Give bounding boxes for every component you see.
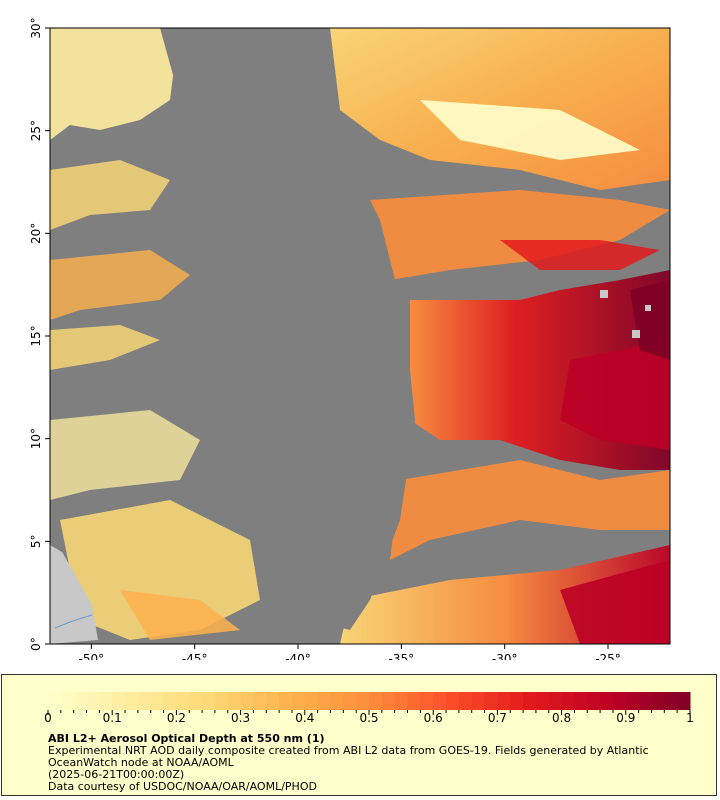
colorbar-swatch	[253, 692, 267, 710]
aod-south-field	[340, 460, 670, 644]
lat-tick-label: 10°	[29, 428, 43, 449]
land-south-america	[50, 545, 98, 644]
aod-west-field	[50, 28, 260, 640]
colorbar-swatch	[369, 692, 383, 710]
colorbar-swatch	[99, 692, 113, 710]
colorbar-swatch	[150, 692, 165, 710]
colorbar-tick-label: 0.5	[359, 711, 378, 725]
lon-tick-label: -25°	[595, 652, 621, 660]
lat-tick-label: 20°	[29, 223, 43, 244]
colorbar-swatch	[227, 692, 242, 710]
longitude-axis: -50° -45° -40° -35° -30° -25°	[79, 644, 621, 660]
colorbar-swatch	[343, 692, 357, 710]
lon-tick-label: -35°	[389, 652, 415, 660]
colorbar-swatch	[523, 692, 537, 710]
colorbar-swatch	[137, 692, 152, 710]
colorbar-swatch	[497, 692, 511, 710]
lat-tick-label: 30°	[29, 17, 43, 38]
caption-credit: Data courtesy of USDOC/NOAA/OAR/AOML/PHO…	[48, 780, 317, 793]
colorbar-swatch	[48, 692, 62, 710]
caption: ABI L2+ Aerosol Optical Depth at 550 nm …	[48, 733, 708, 793]
caption-date: (2025-06-21T00:00:00Z)	[48, 768, 185, 781]
colorbar-swatch	[625, 692, 640, 710]
colorbar-swatch	[574, 692, 588, 710]
colorbar-swatch	[677, 692, 691, 710]
colorbar-swatch	[279, 692, 293, 710]
colorbar-tick-label: 0.6	[424, 711, 443, 725]
aod-map: -50° -45° -40° -35° -30° -25° 0° 5° 10° 15° 20° 25…	[29, 17, 671, 660]
colorbar-swatch	[163, 692, 177, 710]
caption-title: ABI L2+ Aerosol Optical Depth at 550 nm …	[48, 732, 325, 745]
colorbar-swatch	[86, 692, 100, 710]
colorbar-swatch	[189, 692, 203, 710]
colorbar-swatch	[291, 692, 306, 710]
colorbar-swatch	[125, 692, 139, 710]
colorbar-swatch	[471, 692, 486, 710]
colorbar-swatch	[535, 692, 550, 710]
colorbar-tick-label: 0.3	[231, 711, 250, 725]
latitude-axis: 0° 5° 10° 15° 20° 25° 30°	[29, 17, 50, 651]
colorbar-tick-label: 0	[44, 711, 52, 725]
lon-tick-label: -40°	[285, 652, 311, 660]
caption-description: Experimental NRT AOD daily composite cre…	[48, 744, 649, 769]
colorbar-tick-label: 0.2	[167, 711, 186, 725]
lon-tick-label: -50°	[79, 652, 105, 660]
colorbar-swatch	[73, 692, 88, 710]
colorbar-swatch	[202, 692, 216, 710]
colorbar-swatch	[214, 692, 229, 710]
colorbar-swatch	[651, 692, 665, 710]
colorbar: 0 0.1 0.2 0.3 0.4 0.5 0.6 0.7 0.8 0.9 1	[44, 692, 694, 725]
colorbar-swatch	[446, 692, 460, 710]
lat-tick-label: 25°	[29, 120, 43, 141]
colorbar-swatch	[548, 692, 563, 710]
colorbar-tick-label: 0.8	[552, 711, 571, 725]
colorbar-swatch	[176, 692, 190, 710]
colorbar-swatch	[330, 692, 344, 710]
colorbar-swatch	[304, 692, 319, 710]
aod-north-field	[330, 28, 670, 280]
colorbar-tick-label: 0.1	[103, 711, 122, 725]
aod-east-plume	[410, 270, 670, 470]
river	[54, 614, 93, 629]
lat-tick-label: 15°	[29, 325, 43, 346]
colorbar-swatch	[240, 692, 254, 710]
lon-tick-label: -30°	[492, 652, 518, 660]
colorbar-swatch	[510, 692, 524, 710]
no-data-swath	[160, 28, 415, 630]
colorbar-swatch	[266, 692, 280, 710]
colorbar-swatch	[600, 692, 614, 710]
colorbar-swatch	[381, 692, 396, 710]
colorbar-swatch	[561, 692, 575, 710]
lat-tick-label: 5°	[29, 535, 43, 549]
legend-panel: 0 0.1 0.2 0.3 0.4 0.5 0.6 0.7 0.8 0.9 1 ABI L2+ Ae…	[1, 674, 717, 796]
colorbar-swatch	[433, 692, 447, 710]
colorbar-swatch	[664, 692, 678, 710]
colorbar-swatch	[356, 692, 370, 710]
colorbar-tick-label: 0.9	[616, 711, 635, 725]
colorbar-swatch	[458, 692, 473, 710]
lon-tick-label: -45°	[182, 652, 208, 660]
colorbar-swatch	[317, 692, 331, 710]
colorbar-swatch	[394, 692, 409, 710]
colorbar-swatch	[420, 692, 434, 710]
colorbar-swatch	[60, 692, 75, 710]
colorbar-swatch	[484, 692, 498, 710]
colorbar-swatch	[638, 692, 652, 710]
colorbar-tick-label: 1	[686, 711, 694, 725]
colorbar-swatch	[587, 692, 601, 710]
colorbar-tick-label: 0.4	[295, 711, 314, 725]
lat-tick-label: 0°	[29, 637, 43, 651]
colorbar-swatch	[612, 692, 627, 710]
colorbar-tick-label: 0.7	[488, 711, 507, 725]
colorbar-swatch	[112, 692, 126, 710]
colorbar-swatch	[407, 692, 421, 710]
